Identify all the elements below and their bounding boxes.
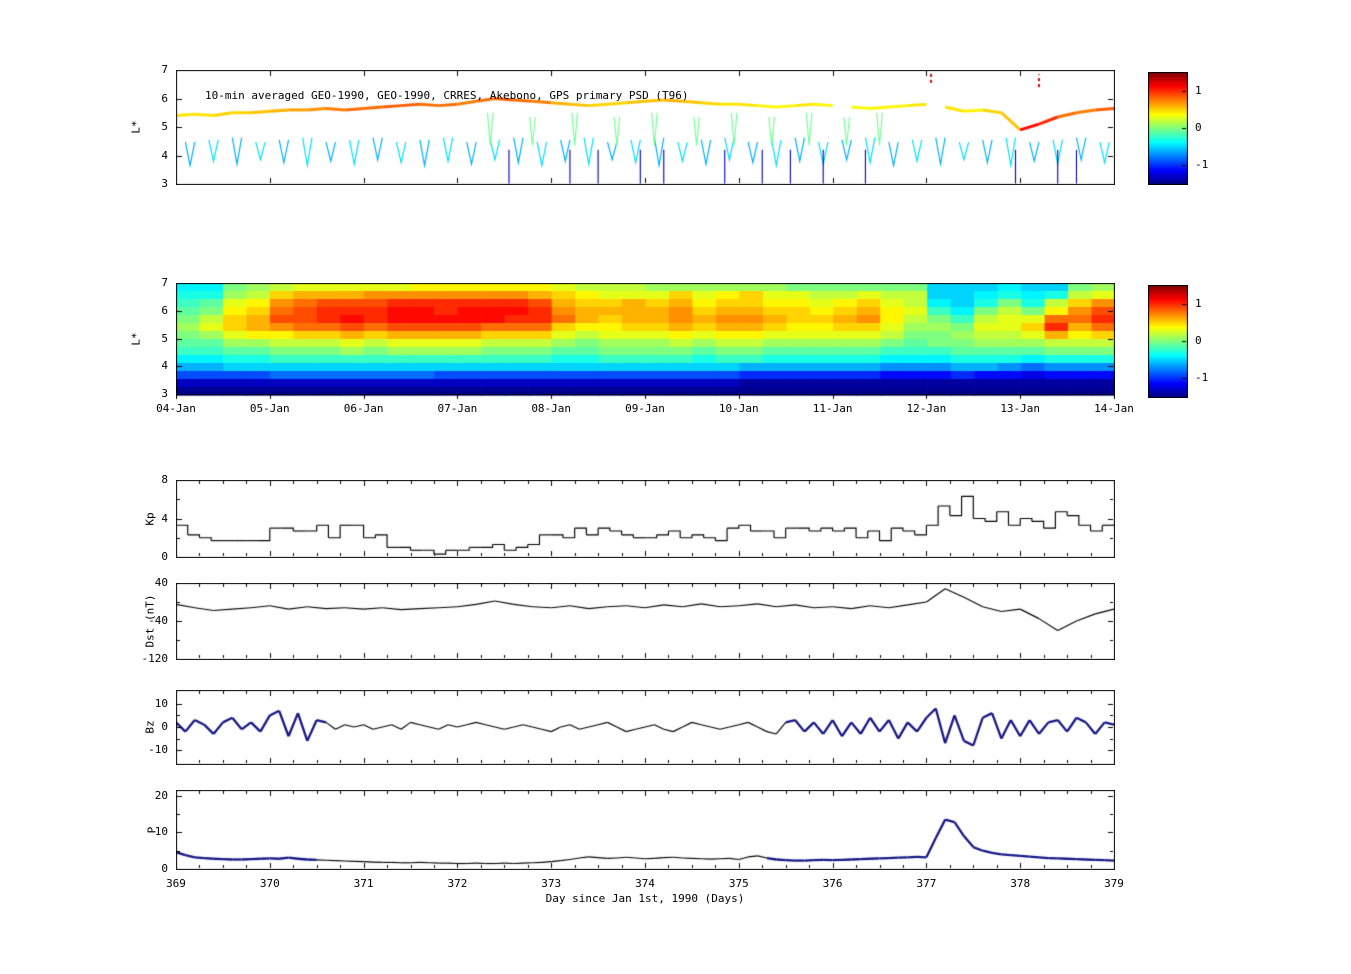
psd-scatter-plot xyxy=(176,70,1115,185)
psd-scatter-title: 10-min averaged GEO-1990, GEO-1990, CRRE… xyxy=(205,89,689,102)
y-tick-label: 40 xyxy=(154,576,168,589)
y-tick-label: 3 xyxy=(161,177,168,190)
dst-plot xyxy=(176,583,1115,660)
x-tick-label: 378 xyxy=(1010,877,1031,890)
x-tick-label: 372 xyxy=(447,877,468,890)
y-tick-label: 4 xyxy=(161,511,168,525)
x-tick-label: 371 xyxy=(353,877,374,890)
colorbar-tick-label: 0 xyxy=(1195,334,1202,347)
y-tick-label: 8 xyxy=(161,473,168,486)
pressure-plot xyxy=(176,790,1115,870)
y-tick-label: 3 xyxy=(161,387,168,400)
x-axis-label: Day since Jan 1st, 1990 (Days) xyxy=(545,892,745,905)
x-tick-label: 373 xyxy=(541,877,562,890)
x-tick-label: 09-Jan xyxy=(625,402,665,415)
y-tick-label: 7 xyxy=(161,63,168,76)
x-tick-label: 377 xyxy=(916,877,937,890)
x-tick-label: 10-Jan xyxy=(718,402,759,415)
x-tick-label: 374 xyxy=(635,877,655,890)
x-tick-label: 05-Jan xyxy=(249,402,290,415)
x-tick-label: 370 xyxy=(259,877,280,890)
x-tick-label: 11-Jan xyxy=(812,402,853,415)
y-tick-label: 10 xyxy=(154,696,168,710)
y-tick-label: 6 xyxy=(161,303,168,317)
colorbar-tick-label: -1 xyxy=(1195,371,1209,385)
x-tick-label: 379 xyxy=(1104,877,1124,890)
y-tick-label: 4 xyxy=(161,148,168,162)
y-tick-label: 4 xyxy=(161,359,168,373)
y-tick-label: 0 xyxy=(161,862,168,875)
colorbar-middle xyxy=(1148,285,1188,398)
kp-plot xyxy=(176,480,1115,558)
colorbar-tick-label: 1 xyxy=(1195,296,1202,310)
x-tick-label: 08-Jan xyxy=(531,402,572,415)
y-tick-label: 5 xyxy=(161,331,168,345)
y-tick-label: 10 xyxy=(154,825,168,839)
y-tick-label: -10 xyxy=(148,743,168,757)
x-tick-label: 12-Jan xyxy=(906,402,947,415)
colorbar-tick-label: 1 xyxy=(1195,83,1202,97)
y-tick-label: -40 xyxy=(148,614,168,627)
x-tick-label: 369 xyxy=(166,877,186,890)
x-tick-label: 04-Jan xyxy=(156,402,196,415)
y-tick-label: 0 xyxy=(161,550,168,563)
y-tick-label: 5 xyxy=(161,120,168,133)
y-tick-label: 20 xyxy=(154,788,168,802)
colorbar-top xyxy=(1148,72,1188,185)
bz-plot xyxy=(176,690,1115,765)
x-tick-label: 06-Jan xyxy=(343,402,384,415)
y-tick-label: 6 xyxy=(161,91,168,105)
colorbar-tick-label: -1 xyxy=(1195,158,1209,172)
x-tick-label: 375 xyxy=(728,877,749,890)
colorbar-tick-label: 0 xyxy=(1195,121,1202,134)
y-tick-label: -120 xyxy=(141,652,169,665)
x-tick-label: 14-Jan xyxy=(1094,402,1134,415)
x-tick-label: 376 xyxy=(822,877,843,890)
x-tick-label: 07-Jan xyxy=(437,402,478,415)
x-tick-label: 13-Jan xyxy=(1000,402,1041,415)
y-tick-label: 7 xyxy=(161,276,168,289)
y-tick-label: 0 xyxy=(161,720,168,733)
psd-heatmap-plot xyxy=(176,283,1115,401)
